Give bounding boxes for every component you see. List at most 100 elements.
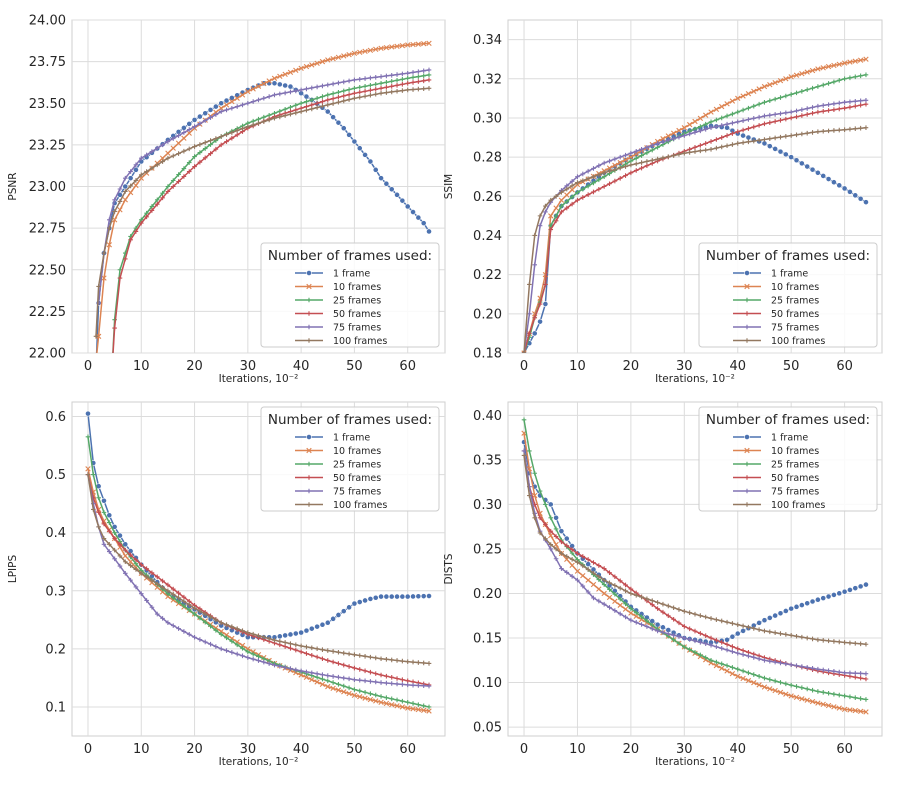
lpips-point-25-frames [352,687,357,692]
psnr-point-10-frames [394,43,400,49]
ssim-point-10-frames [793,72,800,78]
dists-point-50-frames [682,624,687,629]
dists-point-100-frames [532,515,538,521]
psnr-point-75-frames [341,79,347,85]
lpips-point-75-frames [341,675,347,681]
lpips-point-10-frames [410,706,416,712]
psnr-point-75-frames [378,74,384,79]
psnr-point-10-frames [373,46,379,52]
psnr-point-75-frames [426,67,432,73]
dists-point-75-frames [735,650,741,656]
dists-y-tick-label: 0.25 [473,542,502,557]
psnr-point-1-frame [127,175,134,182]
ssim-point-75-frames [633,148,639,154]
psnr-point-50-frames [110,367,115,372]
lpips-point-100-frames [91,507,96,512]
psnr-point-10-frames [165,150,171,156]
lpips-point-75-frames [336,674,341,680]
ssim-point-75-frames [639,146,644,152]
psnr-point-50-frames [160,195,165,201]
dists-point-75-frames [682,635,687,641]
dists-point-100-frames [644,596,650,602]
lpips-point-75-frames [197,637,203,642]
dists-point-100-frames [794,633,799,639]
ssim-point-10-frames [852,58,858,64]
lpips-point-1-frame [314,623,321,630]
dists-point-10-frames [724,668,730,674]
dists-point-10-frames [751,680,757,686]
lpips-point-100-frames [373,655,379,661]
dists-point-100-frames [585,567,591,572]
lpips-point-100-frames [304,644,309,650]
psnr-point-1-frame [324,108,331,115]
lpips-point-100-frames [170,591,176,597]
lpips-point-75-frames [160,616,165,621]
lpips-point-25-frames [389,696,395,702]
lpips-point-50-frames [400,677,405,682]
psnr-point-75-frames [122,175,128,181]
dists-x-tick-label: 20 [623,742,640,757]
lpips-point-100-frames [122,559,128,565]
psnr-point-100-frames [181,148,187,154]
dists-point-75-frames [655,628,660,634]
ssim-x-tick-label: 20 [623,359,640,374]
dists-point-100-frames [703,614,708,620]
ssim-point-75-frames [708,125,714,131]
ssim-point-25-frames [767,98,773,104]
dists-point-10-frames [831,704,837,710]
ssim-point-25-frames [575,190,580,195]
ssim-point-10-frames [857,57,864,63]
dists-point-1-frame [777,610,784,617]
psnr-point-75-frames [208,115,213,120]
ssim-point-75-frames [601,160,607,166]
dists-point-10-frames [767,686,773,692]
lpips-point-50-frames [336,661,341,666]
ssim-point-10-frames [569,187,575,193]
psnr-point-50-frames [186,169,192,174]
psnr-legend: Number of frames used: 1 frame 10 frames 25… [260,242,440,348]
dists-point-25-frames [810,687,815,693]
lpips-point-1-frame [308,625,315,632]
ssim-point-1-frame [852,192,859,199]
lpips-point-25-frames [341,683,347,689]
lpips-point-25-frames [426,704,432,710]
dists-point-25-frames [628,606,634,611]
psnr-x-tick-label: 40 [293,359,310,374]
lpips-point-100-frames [144,574,149,580]
psnr-point-50-frames [421,78,426,84]
psnr-point-1-frame [367,158,374,165]
lpips-point-100-frames [352,652,357,657]
lpips-point-1-frame [298,629,305,636]
ssim-point-50-frames [740,127,746,133]
psnr-point-75-frames [202,118,208,123]
dists-point-50-frames [703,633,708,639]
dists-point-100-frames [671,605,676,611]
dists-point-1-frame [734,630,741,637]
dists-point-10-frames [735,673,741,680]
ssim-point-25-frames [788,92,794,97]
psnr-point-1-frame [372,166,379,173]
psnr-point-100-frames [122,189,128,194]
psnr-point-10-frames [95,333,102,340]
psnr-point-100-frames [144,169,149,174]
lpips-point-100-frames [282,640,288,645]
lpips-point-75-frames [117,563,123,569]
ssim-point-75-frames [719,123,725,128]
dists-point-50-frames [730,644,735,649]
ssim-point-100-frames [788,133,794,138]
lpips-point-50-frames [282,644,288,649]
psnr-point-1-frame [202,110,209,117]
lpips-point-100-frames [85,472,91,477]
psnr-point-100-frames [213,136,219,141]
psnr-point-1-frame [303,93,310,100]
lpips-point-1-frame [340,608,347,615]
dists-point-100-frames [772,630,778,635]
ssim-point-100-frames [708,146,714,152]
dists-point-75-frames [826,668,831,673]
ssim-legend-label-50-frames: 50 frames [771,309,819,320]
dists-point-75-frames [762,657,767,663]
dists-point-75-frames [719,646,725,651]
dists-point-10-frames [596,586,602,592]
lpips-point-10-frames [399,704,406,710]
ssim-point-75-frames [607,158,612,164]
